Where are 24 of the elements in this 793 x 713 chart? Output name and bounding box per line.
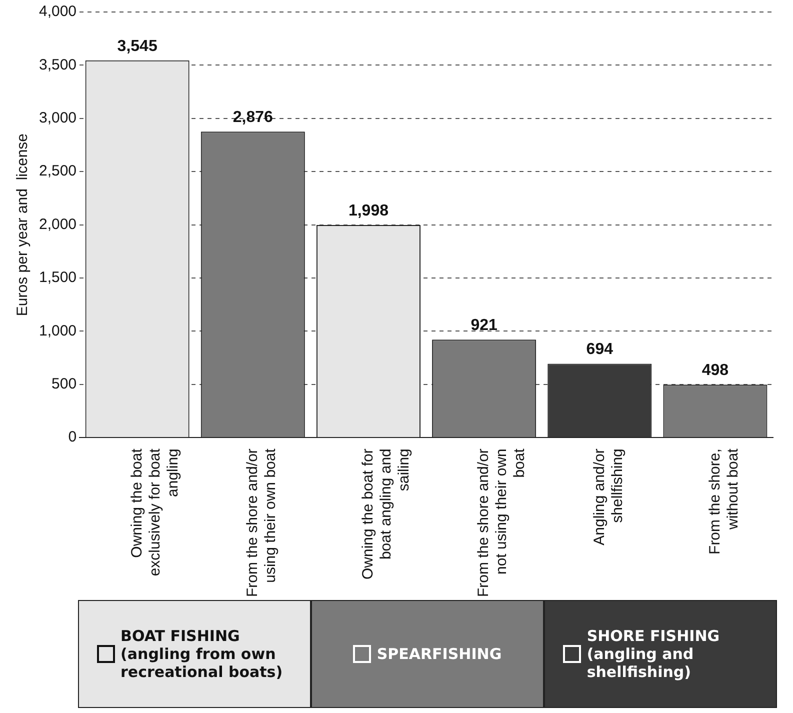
data-label: 921 (470, 317, 498, 334)
y-tick-label: 3,000 (38, 110, 77, 127)
x-tick-label: From the shore, without boat (706, 448, 742, 554)
y-tick-label: 0 (68, 428, 77, 446)
y-tick-label: 2,500 (38, 162, 77, 180)
legend-label: SHORE FISHING (angling and shellfishing) (586, 627, 721, 681)
data-label: 3,545 (117, 38, 158, 55)
x-tick-label: Owning the boat exclusively for boat angling (128, 448, 182, 576)
data-label: 2,876 (232, 109, 274, 126)
x-tick-label: From the shore and/or not using their own boat (475, 448, 528, 598)
y-tick-label: 1,500 (38, 269, 77, 286)
y-tick-label: 1,000 (38, 322, 77, 340)
x-tick-label: Owning the boat for boat angling and sailing (360, 448, 413, 580)
y-tick-label: 500 (52, 376, 77, 393)
y-tick-label: 3,500 (38, 56, 77, 74)
x-tick-label: Angling and/or shellfishing (590, 448, 626, 546)
legend-label: BOAT FISHING (angling from own recreational boats) (120, 627, 284, 681)
y-tick-label: 4,000 (38, 3, 77, 20)
y-tick-label: 2,000 (38, 216, 77, 233)
data-label: 1,998 (348, 202, 389, 220)
legend-label: SPEARFISHING (376, 645, 502, 663)
data-label: 498 (702, 362, 729, 380)
data-label: 694 (586, 341, 614, 358)
y-axis-title: Euros per year and license (14, 133, 32, 316)
